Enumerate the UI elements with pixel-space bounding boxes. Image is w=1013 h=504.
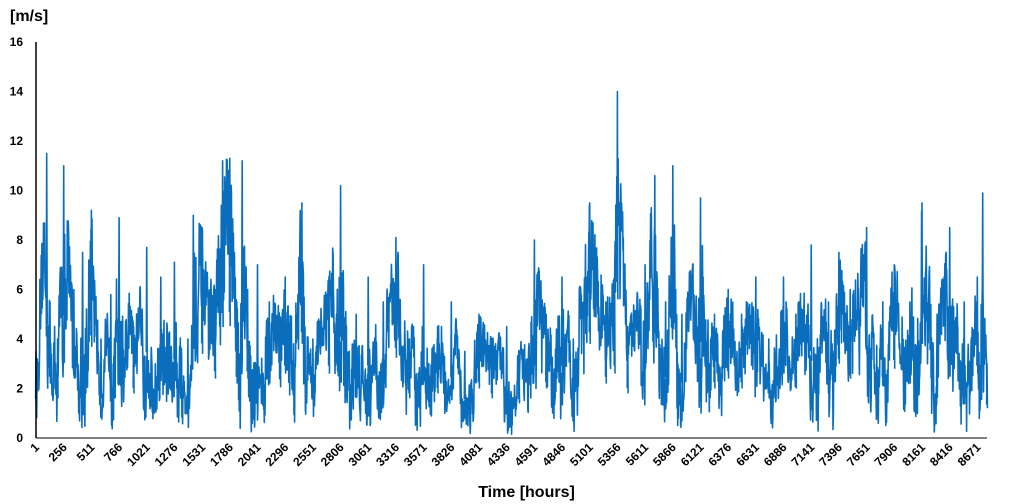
y-tick-label: 10 [10, 184, 24, 198]
y-tick-label: 6 [16, 283, 23, 297]
x-tick-label: 511 [74, 440, 98, 464]
x-tick-label: 4846 [539, 440, 568, 469]
x-tick-label: 6376 [705, 440, 734, 469]
y-tick-label: 14 [10, 85, 24, 99]
x-tick-label: 1276 [152, 440, 181, 469]
x-tick-label: 5356 [595, 440, 624, 469]
x-tick-label: 766 [101, 440, 125, 464]
y-axis-label: [m/s] [10, 8, 49, 25]
x-tick-label: 3316 [373, 440, 402, 469]
x-tick-label: 7906 [872, 440, 901, 469]
series-line-wind-speed [34, 90, 989, 435]
y-tick-label: 0 [16, 431, 23, 445]
x-axis-label: Time [hours] [478, 484, 575, 501]
x-tick-label: 3826 [429, 440, 458, 469]
x-tick-label: 5866 [650, 440, 679, 469]
x-tick-label: 7651 [844, 440, 873, 469]
x-tick-label: 2806 [318, 440, 347, 469]
x-tick-label: 8161 [899, 440, 928, 469]
x-tick-label: 1 [27, 440, 42, 455]
x-ticks: 1 256 511 766102112761531178620412296255128… [27, 440, 983, 469]
x-tick-label: 3571 [401, 440, 430, 469]
x-tick-label: 4336 [484, 440, 513, 469]
x-tick-label: 2551 [290, 440, 319, 469]
x-tick-label: 8671 [955, 440, 984, 469]
x-tick-label: 1531 [179, 440, 208, 469]
y-tick-label: 2 [16, 382, 23, 396]
x-tick-label: 1786 [207, 440, 236, 469]
x-tick-label: 7141 [789, 440, 818, 469]
x-tick-label: 6886 [761, 440, 790, 469]
x-tick-label: 2296 [263, 440, 292, 469]
x-tick-label: 6121 [678, 440, 707, 469]
x-tick-label: 4081 [456, 440, 485, 469]
y-tick-label: 4 [16, 332, 23, 346]
x-tick-label: 256 [46, 440, 70, 464]
x-tick-label: 1021 [124, 440, 153, 469]
x-tick-label: 4591 [512, 440, 541, 469]
y-tick-label: 12 [10, 134, 24, 148]
y-tick-label: 8 [16, 233, 23, 247]
x-tick-label: 3061 [346, 440, 375, 469]
x-tick-label: 8416 [927, 440, 956, 469]
x-tick-label: 6631 [733, 440, 762, 469]
x-tick-label: 7396 [816, 440, 845, 469]
x-tick-label: 5611 [623, 440, 652, 469]
y-ticks: 0 2 4 6 8 10 12 14 16 [10, 35, 24, 445]
y-tick-label: 16 [10, 35, 24, 49]
x-tick-label: 5101 [567, 440, 596, 469]
x-tick-label: 2041 [235, 440, 264, 469]
